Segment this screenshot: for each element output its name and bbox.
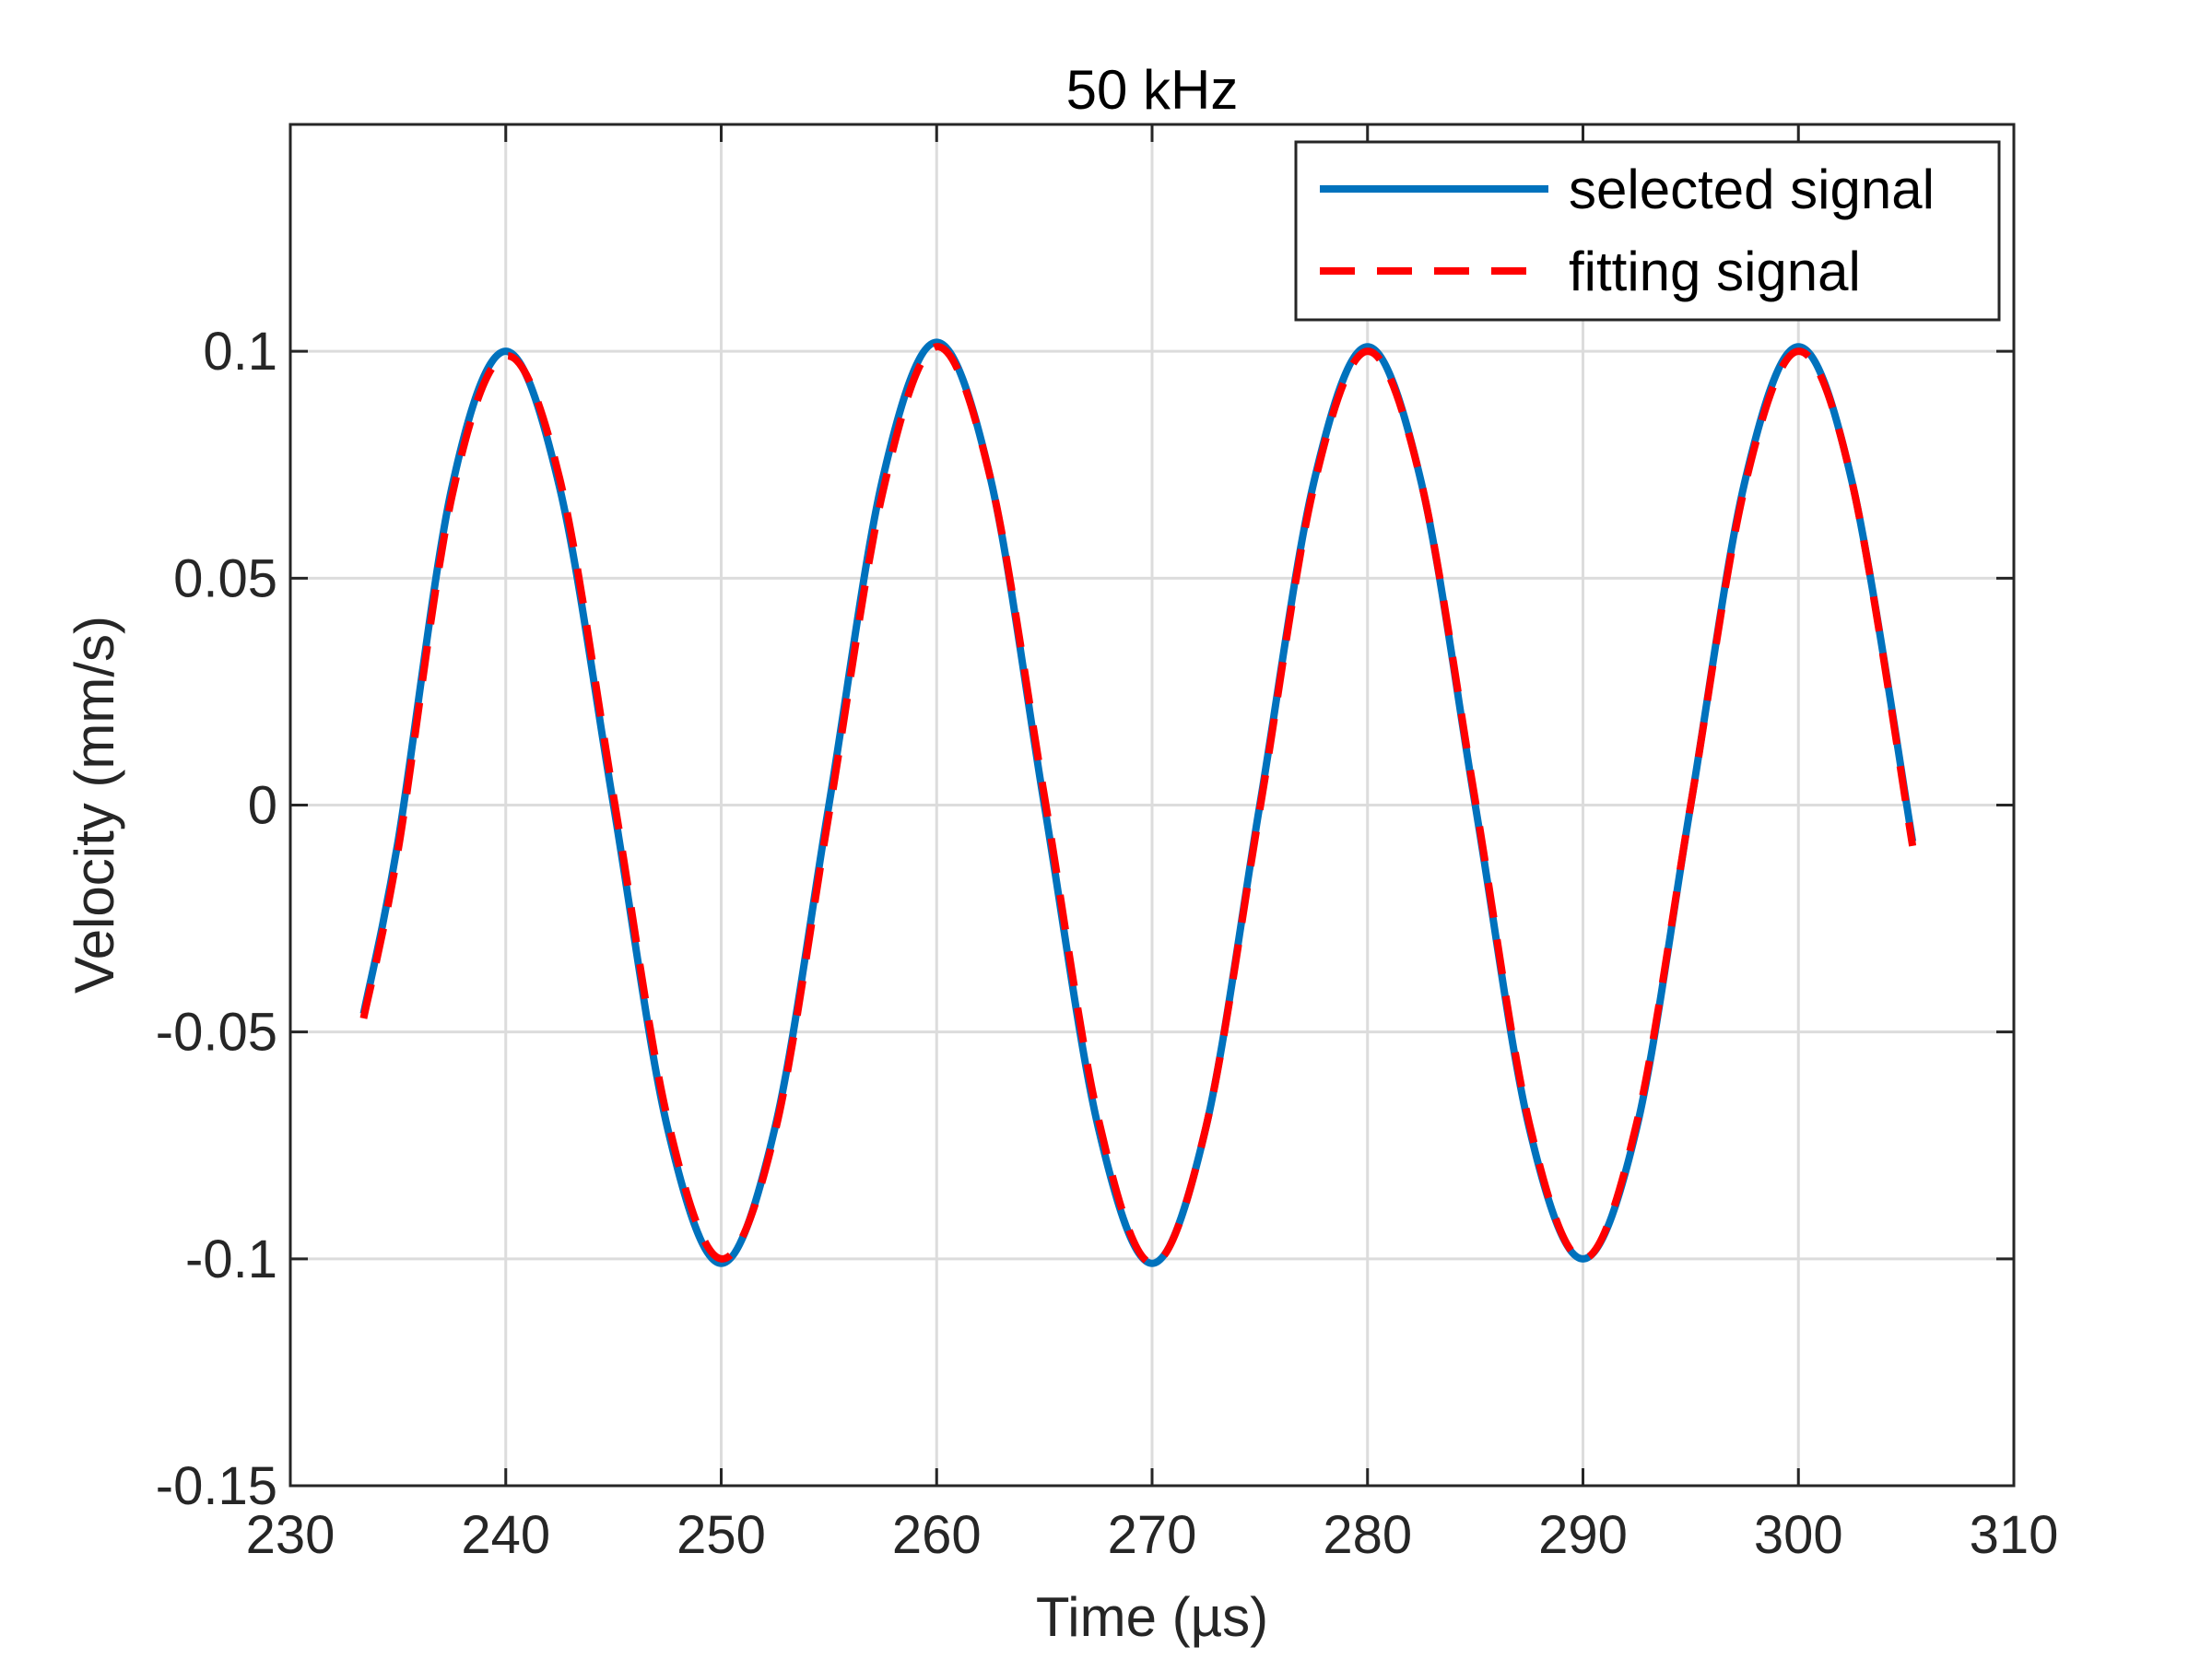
x-tick-label: 230 <box>246 1505 335 1565</box>
x-tick-label: 240 <box>461 1505 550 1565</box>
ticks <box>288 124 2016 1488</box>
y-tick-label: 0 <box>248 776 277 836</box>
legend: selected signal fitting signal <box>1294 140 2001 322</box>
x-tick-label: 260 <box>892 1505 982 1565</box>
x-tick-label: 270 <box>1108 1505 1197 1565</box>
x-tick-label: 280 <box>1323 1505 1412 1565</box>
series-group <box>359 338 1917 1267</box>
x-tick-label: 310 <box>1970 1505 2059 1565</box>
tick-labels: 230 240 250 260 270 280 290 300 310 -0.15 -0.1 -0.0… <box>156 322 2059 1565</box>
x-axis-label: Time (µs) <box>1036 1586 1268 1648</box>
legend-label-fitting-signal: fitting signal <box>1569 241 1861 302</box>
x-tick-label: 290 <box>1538 1505 1628 1565</box>
y-tick-label: 0.1 <box>203 322 277 382</box>
x-tick-label: 250 <box>677 1505 766 1565</box>
y-axis-label: Velocity (mm/s) <box>64 616 125 994</box>
x-tick-label: 300 <box>1754 1505 1843 1565</box>
y-tick-label: 0.05 <box>173 548 277 608</box>
legend-box <box>1294 140 2001 322</box>
y-tick-label: -0.15 <box>156 1456 277 1516</box>
chart-title: 50 kHz <box>1066 59 1239 121</box>
legend-label-selected-signal: selected signal <box>1569 159 1935 220</box>
y-tick-label: -0.1 <box>185 1230 277 1289</box>
series-line-selected-signal <box>359 338 1917 1267</box>
y-tick-label: -0.05 <box>156 1003 277 1063</box>
